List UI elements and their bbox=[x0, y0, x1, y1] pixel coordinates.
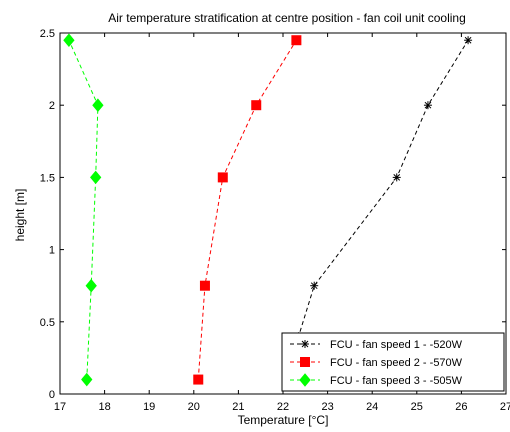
x-axis-label: Temperature [°C] bbox=[238, 413, 329, 427]
series-3-point bbox=[85, 278, 97, 293]
star-stroke bbox=[301, 340, 309, 348]
y-tick-label: 1.5 bbox=[40, 172, 55, 184]
series-1-point bbox=[464, 36, 473, 45]
legend: FCU - fan speed 1 - -520W FCU - fan speed… bbox=[281, 332, 505, 392]
x-tick-label: 23 bbox=[321, 401, 333, 413]
series-2-point bbox=[291, 35, 302, 46]
y-tick-label: 1 bbox=[49, 245, 55, 257]
x-tick-label: 20 bbox=[188, 401, 200, 413]
legend-label-2: FCU - fan speed 2 - -570W bbox=[330, 357, 463, 369]
y-axis-label: height [m] bbox=[13, 189, 27, 242]
x-tick-label: 21 bbox=[232, 401, 244, 413]
series-2-point bbox=[251, 100, 262, 111]
series-3-point bbox=[90, 170, 102, 185]
series-2-point bbox=[193, 374, 204, 385]
legend-marker-3 bbox=[299, 373, 311, 387]
series-1-point bbox=[392, 173, 401, 182]
x-tick-label: 18 bbox=[98, 401, 110, 413]
x-tick-label: 26 bbox=[455, 401, 467, 413]
series-1-point bbox=[423, 101, 432, 110]
star-stroke bbox=[310, 282, 318, 290]
series-2-point bbox=[199, 280, 210, 291]
y-tick-label: 0.5 bbox=[40, 317, 55, 329]
x-tick-label: 19 bbox=[143, 401, 155, 413]
y-tick-label: 2 bbox=[49, 100, 55, 112]
series-2-point bbox=[217, 172, 228, 183]
x-tick-label: 24 bbox=[366, 401, 378, 413]
x-tick-label: 22 bbox=[277, 401, 289, 413]
star-stroke bbox=[464, 36, 472, 44]
x-tick-label: 25 bbox=[411, 401, 423, 413]
legend-marker-1 bbox=[301, 340, 309, 348]
y-tick-label: 0 bbox=[49, 389, 55, 401]
series-3-point bbox=[63, 33, 75, 48]
star-stroke bbox=[393, 174, 401, 181]
legend-label-3: FCU - fan speed 3 - -505W bbox=[330, 375, 463, 387]
series-1-point bbox=[310, 281, 319, 290]
y-tick-label: 2.5 bbox=[40, 28, 55, 40]
series-3-point bbox=[92, 98, 104, 112]
x-tick-label: 17 bbox=[54, 401, 66, 413]
legend-marker-2 bbox=[300, 357, 310, 367]
series-3-point bbox=[81, 372, 93, 387]
legend-label-1: FCU - fan speed 1 - -520W bbox=[330, 339, 463, 351]
star-stroke bbox=[424, 101, 432, 109]
x-tick-label: 27 bbox=[500, 401, 510, 413]
chart-title: Air temperature stratification at centre… bbox=[108, 11, 466, 25]
